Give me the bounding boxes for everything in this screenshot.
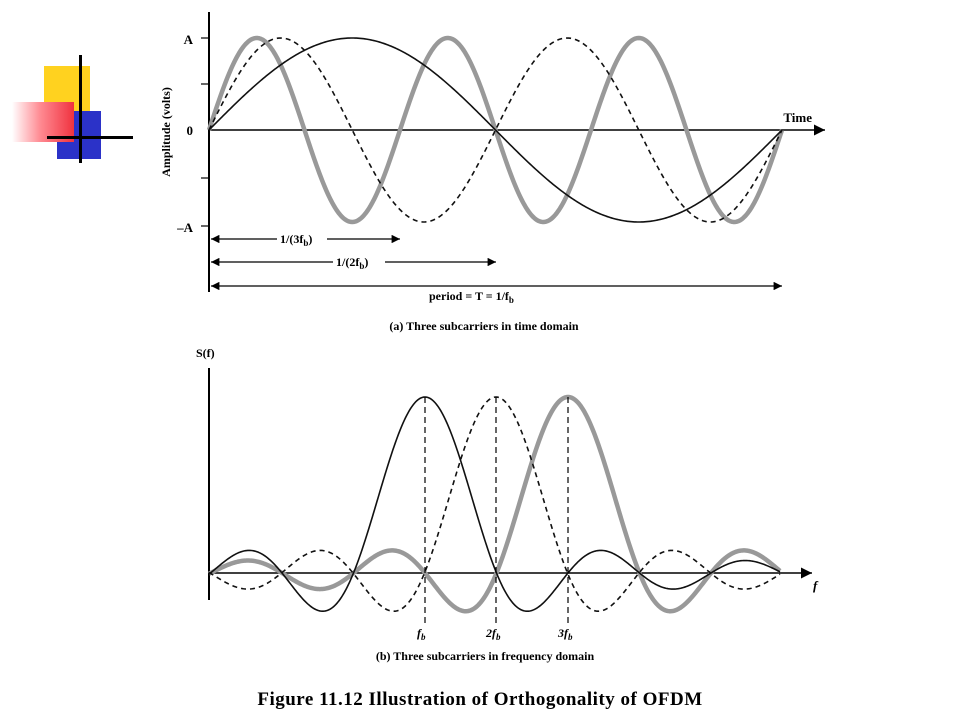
- freq-curve-2fb: [208, 396, 781, 613]
- x-axis-label-time: Time: [783, 110, 812, 125]
- span-label-period: period = T = 1/fb: [429, 289, 514, 305]
- panel-b: S(f) f fb 2fb 3fb (b) Three subcarriers …: [196, 346, 819, 663]
- span-label-bg-2: [333, 254, 385, 269]
- span-label-third: 1/(3fb): [280, 232, 312, 248]
- freq-tick-fb: fb: [417, 626, 426, 642]
- figure-title: Figure 11.12 Illustration of Orthogonali…: [257, 689, 703, 710]
- tick-label-zero: 0: [187, 123, 194, 138]
- panel-b-y-axis-label: S(f): [196, 346, 215, 360]
- panel-b-caption: (b) Three subcarriers in frequency domai…: [376, 649, 595, 663]
- panel-a: A 0 –A Amplitude (volts) Time 1/(3fb) 1/…: [159, 12, 825, 333]
- logo-red-gradient: [12, 102, 74, 142]
- panel-a-caption: (a) Three subcarriers in time domain: [389, 319, 579, 333]
- span-label-half: 1/(2fb): [336, 255, 368, 271]
- freq-curve-3fb: [207, 394, 782, 614]
- logo-horizontal-line: [47, 136, 133, 139]
- freq-tick-2fb: 2fb: [485, 626, 501, 642]
- freq-curve-fb: [208, 396, 781, 613]
- logo: [0, 0, 140, 170]
- span-label-bg-3: [426, 289, 558, 306]
- span-label-bg-1: [277, 231, 327, 246]
- tick-label-neg-A: –A: [176, 220, 194, 235]
- time-curve-fb: [208, 37, 783, 223]
- y-axis-label: Amplitude (volts): [159, 87, 173, 177]
- tick-label-A: A: [184, 32, 194, 47]
- logo-vertical-line: [79, 55, 82, 163]
- panel-b-x-axis-label: f: [813, 578, 819, 593]
- freq-tick-3fb: 3fb: [557, 626, 573, 642]
